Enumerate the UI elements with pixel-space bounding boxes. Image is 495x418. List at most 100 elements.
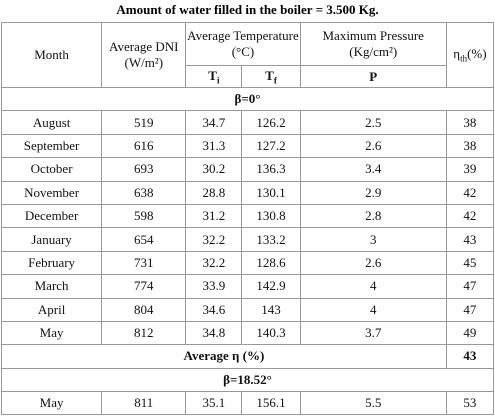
table-cell: September (0, 133, 103, 159)
table-title: Amount of water filled in the boiler = 3… (116, 2, 379, 17)
table-cell: 42 (445, 203, 495, 229)
table-cell: 2.5 (299, 110, 447, 135)
table-cell: 31.2 (185, 203, 243, 229)
table-cell: 4 (299, 274, 447, 299)
table-row: Average η (%) 43 (1, 344, 495, 369)
header-text: T (265, 67, 274, 83)
table-row: October 693 30.2 136.3 3.4 39 (0, 157, 495, 182)
table-cell: 32.2 (185, 250, 243, 276)
section-label: β=0° (1, 86, 494, 112)
table-cell: 2.9 (299, 180, 447, 205)
table-cell: 2.6 (299, 133, 447, 159)
header-text: T (208, 67, 217, 83)
table-cell: 49 (445, 320, 495, 346)
table-row: January 654 32.2 133.2 3 43 (0, 227, 495, 252)
table-cell: 45 (445, 250, 495, 276)
table-cell: 43 (445, 227, 495, 252)
header-unit: (Kg/cm²) (349, 44, 398, 59)
table-cell: February (0, 250, 103, 276)
table-cell: 47 (445, 274, 495, 299)
average-value: 43 (445, 344, 495, 369)
table-cell: 126.2 (241, 110, 301, 135)
header-cell: Maximum Pressure (Kg/cm²) (299, 22, 447, 66)
header-unit: (W/m²) (124, 55, 164, 70)
table-cell: 42 (445, 180, 495, 205)
header-cell: Tf (241, 65, 301, 88)
table-cell: November (0, 180, 103, 205)
table-row: August 519 34.7 126.2 2.5 38 (0, 110, 495, 135)
table-cell: 130.1 (241, 180, 301, 205)
table-cell: 731 (101, 250, 187, 276)
table-cell: 3.4 (299, 157, 447, 182)
table-cell: 38 (445, 133, 495, 159)
header-cell: Average DNI (W/m²) (101, 22, 187, 88)
table-cell: December (0, 203, 103, 229)
table-cell: 693 (101, 157, 187, 182)
header-text: Average DNI (109, 39, 179, 54)
table-cell: 3.7 (299, 320, 447, 346)
table-cell: August (0, 110, 103, 135)
table-cell: 811 (101, 391, 187, 416)
table-cell: 35.1 (185, 391, 243, 416)
table-cell: 136.3 (241, 157, 301, 182)
header-text: η (453, 46, 461, 62)
header-cell: ηth(%) (445, 22, 495, 88)
table-cell: 2.8 (299, 203, 447, 229)
header-cell: Average Temperature (°C) (185, 22, 301, 66)
table-cell: 128.6 (241, 250, 301, 276)
table-cell: 33.9 (185, 274, 243, 299)
table-cell: 638 (101, 180, 187, 205)
table-cell: 30.2 (185, 157, 243, 182)
table-cell: 774 (101, 274, 187, 299)
table-cell: May (0, 391, 103, 416)
table-row: December 598 31.2 130.8 2.8 42 (0, 203, 495, 229)
header-text: Maximum Pressure (322, 28, 424, 43)
table-cell: May (0, 320, 103, 346)
average-label: Average η (%) (1, 344, 447, 369)
table-cell: 3 (299, 227, 447, 252)
table-cell: 53 (445, 391, 495, 416)
table-cell: 4 (299, 297, 447, 322)
table-cell: 47 (445, 297, 495, 322)
table-cell: 616 (101, 133, 187, 159)
table-cell: January (0, 227, 103, 252)
table-cell: 31.3 (185, 133, 243, 159)
table-cell: 598 (101, 203, 187, 229)
header-cell: Month (0, 22, 103, 88)
header-sub: th (460, 53, 468, 64)
table-cell: March (0, 274, 103, 299)
table-cell: 28.8 (185, 180, 243, 205)
table-cell: 519 (101, 110, 187, 135)
table-cell: 804 (101, 297, 187, 322)
table-row: May 812 34.8 140.3 3.7 49 (0, 320, 495, 346)
table-cell: 34.8 (185, 320, 243, 346)
table-cell: 34.7 (185, 110, 243, 135)
table-cell: 812 (101, 320, 187, 346)
table-cell: April (0, 297, 103, 322)
table-row: April 804 34.6 143 4 47 (0, 297, 495, 322)
header-sub: i (216, 75, 220, 86)
table-row: March 774 33.9 142.9 4 47 (0, 274, 495, 299)
table-row: β=18.52° (1, 367, 494, 393)
table-cell: 5.5 (299, 391, 447, 416)
table-cell: 156.1 (241, 391, 301, 416)
table-cell: 654 (101, 227, 187, 252)
header-cell: P (299, 65, 447, 88)
table-cell: 127.2 (241, 133, 301, 159)
section-label: β=18.52° (1, 367, 494, 393)
table-row: February 731 32.2 128.6 2.6 45 (0, 250, 495, 276)
table-row: November 638 28.8 130.1 2.9 42 (0, 180, 495, 205)
table-row: September 616 31.3 127.2 2.6 38 (0, 133, 495, 159)
data-table: Month Average DNI (W/m²) Average Temperat… (0, 22, 495, 416)
header-unit: (%) (467, 46, 487, 62)
table-cell: 142.9 (241, 274, 301, 299)
table-cell: October (0, 157, 103, 182)
table-cell: 38 (445, 110, 495, 135)
table-cell: 39 (445, 157, 495, 182)
table-cell: 133.2 (241, 227, 301, 252)
table-row: May 811 35.1 156.1 5.5 53 (0, 391, 495, 416)
table-cell: 34.6 (185, 297, 243, 322)
header-cell: Ti (185, 65, 243, 88)
table-row: β=0° (1, 86, 494, 112)
